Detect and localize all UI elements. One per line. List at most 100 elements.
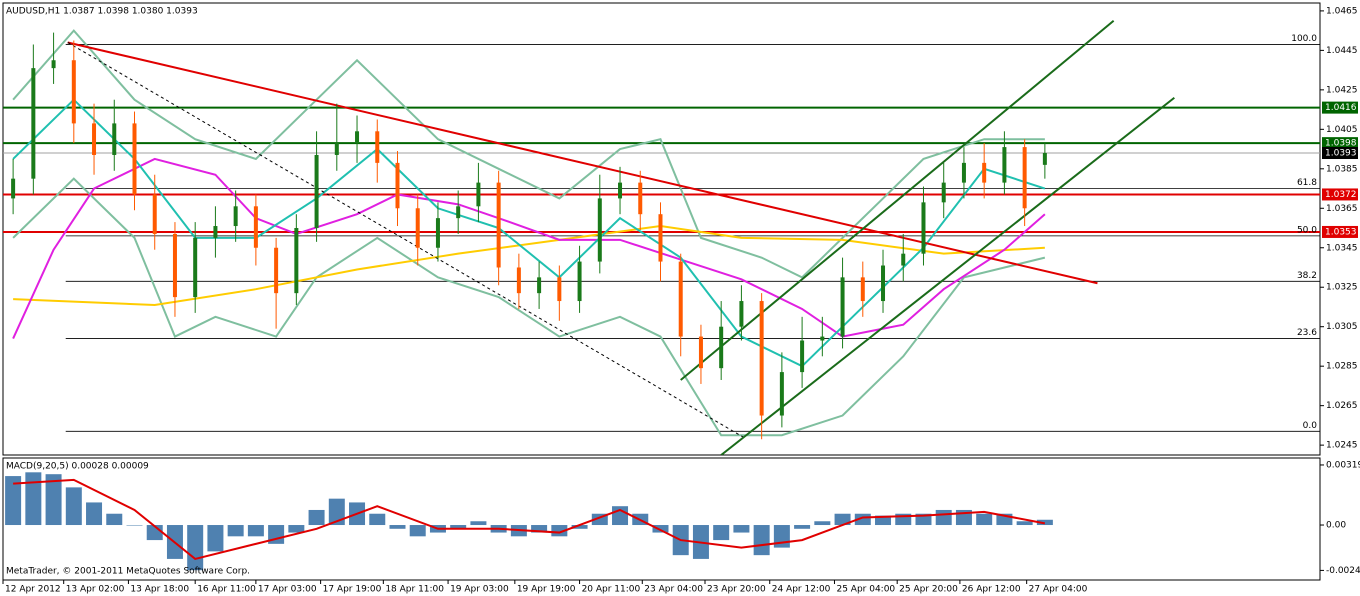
candle-body: [537, 277, 542, 294]
macd-bar: [389, 525, 406, 529]
y-tick-label: 1.0345: [1326, 243, 1358, 253]
x-tick-label: 25 Apr 04:00: [836, 585, 895, 595]
price-label: 1.0393: [1325, 149, 1357, 159]
x-tick-label: 17 Apr 19:00: [323, 585, 382, 595]
y-tick-label: 1.0265: [1326, 401, 1358, 411]
fib-label: 100.0: [1291, 34, 1317, 44]
candle-body: [415, 208, 420, 248]
macd-bar: [106, 513, 123, 526]
trend-line: [680, 19, 1115, 381]
candle-body: [1042, 153, 1047, 165]
y-tick-label: 0.00319: [1326, 460, 1360, 470]
indicator-line: [12, 177, 1046, 437]
y-tick-label: 1.0405: [1326, 125, 1358, 135]
candle-body: [597, 198, 602, 262]
price-label: 1.0353: [1325, 227, 1357, 237]
price-label-box: [1322, 137, 1358, 150]
macd-bar: [976, 513, 993, 526]
fib-label: 38.2: [1297, 271, 1317, 281]
x-tick-label: 16 Apr 11:00: [197, 585, 256, 595]
copyright: MetaTrader, © 2001-2011 MetaQuotes Softw…: [6, 567, 250, 577]
fib-label: 0.0: [1303, 421, 1318, 431]
candle-body: [1002, 147, 1007, 183]
candle-body: [901, 253, 906, 266]
y-tick-label: 1.0365: [1326, 204, 1358, 214]
macd-bar: [895, 513, 912, 526]
macd-bar: [247, 525, 264, 537]
trend-line: [67, 42, 744, 438]
candle-body: [516, 267, 521, 294]
macd-bar: [915, 513, 932, 526]
candle-body: [213, 226, 218, 238]
price-label: 1.0398: [1325, 139, 1357, 149]
candle-body: [51, 60, 56, 69]
macd-bar: [854, 513, 871, 526]
macd-bar: [308, 509, 325, 526]
candle-body: [678, 261, 683, 337]
y-tick-label: 1.0445: [1326, 46, 1358, 56]
macd-bar: [1016, 521, 1033, 526]
candle-body: [355, 131, 360, 144]
fib-label: 23.6: [1297, 328, 1317, 338]
x-tick-label: 26 Apr 12:00: [962, 585, 1021, 595]
macd-bar: [875, 515, 892, 526]
trend-line: [67, 41, 1098, 285]
macd-bar: [591, 513, 608, 526]
x-tick-label: 12 Apr 2012: [5, 585, 61, 595]
y-tick-label: 1.0245: [1326, 441, 1358, 451]
macd-bar: [794, 525, 811, 529]
candle-body: [11, 178, 16, 199]
candle-body: [456, 206, 461, 219]
price-pane: [2, 2, 1321, 456]
macd-bar: [126, 525, 143, 526]
candle-body: [314, 154, 319, 229]
candle-body: [172, 233, 177, 298]
macd-bar: [207, 525, 224, 552]
candle-body: [739, 301, 744, 327]
candle-body: [881, 265, 886, 302]
candle-body: [759, 301, 764, 416]
x-tick-label: 24 Apr 12:00: [772, 585, 831, 595]
macd-bar: [753, 525, 770, 556]
macd-bar: [227, 525, 244, 537]
candle-body: [698, 336, 703, 369]
macd-bar: [571, 525, 588, 529]
indicator-line: [12, 29, 1045, 279]
macd-bar: [187, 525, 204, 571]
fib-label: 50.0: [1297, 225, 1317, 235]
x-tick-label: 13 Apr 18:00: [130, 585, 189, 595]
macd-bar: [409, 525, 426, 537]
candle-body: [112, 123, 117, 155]
macd-bar: [713, 525, 730, 541]
candle-body: [31, 68, 36, 179]
candle-body: [71, 60, 76, 124]
price-label-box: [1322, 147, 1358, 160]
y-tick-label: 1.0465: [1326, 6, 1358, 16]
macd-bar: [450, 525, 467, 529]
macd-bar: [551, 525, 568, 537]
price-label-box: [1322, 225, 1358, 238]
candle-body: [253, 206, 258, 248]
macd-bar: [288, 525, 305, 533]
candle-body: [294, 228, 299, 294]
macd-bar: [86, 502, 103, 526]
macd-bar: [25, 472, 42, 526]
candle-body: [921, 202, 926, 254]
candle-body: [132, 123, 137, 195]
candle-body: [274, 247, 279, 294]
candle-body: [719, 326, 724, 369]
y-tick-label: 1.0305: [1326, 322, 1358, 332]
y-tick-label: 1.0285: [1326, 362, 1358, 372]
candle-body: [334, 143, 339, 155]
candle-body: [658, 214, 663, 262]
macd-bar: [65, 487, 82, 526]
x-tick-label: 13 Apr 02:00: [66, 585, 125, 595]
price-label: 1.0416: [1325, 103, 1357, 113]
y-tick-label: 1.0325: [1326, 283, 1358, 293]
macd-bar: [369, 513, 386, 526]
y-tick-label: 1.0425: [1326, 85, 1358, 95]
candle-body: [961, 162, 966, 183]
candle-body: [638, 182, 643, 215]
y-tick-label: 0.00: [1326, 521, 1346, 531]
